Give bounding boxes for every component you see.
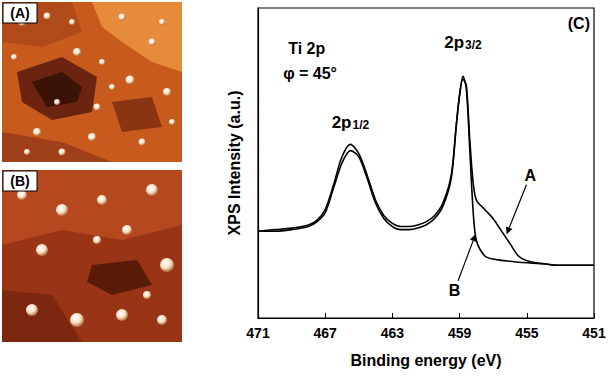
svg-text:Ti 2p: Ti 2p: [288, 40, 325, 57]
svg-text:XPS Intensity (a.u.): XPS Intensity (a.u.): [226, 91, 243, 236]
svg-text:1/2: 1/2: [352, 118, 369, 132]
svg-text:2p: 2p: [444, 33, 464, 52]
svg-text:2p: 2p: [332, 113, 352, 132]
svg-text:(B): (B): [10, 173, 29, 189]
svg-text:φ = 45°: φ = 45°: [283, 65, 337, 82]
svg-text:467: 467: [314, 325, 338, 341]
svg-text:A: A: [524, 167, 536, 184]
svg-text:459: 459: [448, 325, 472, 341]
svg-text:(A): (A): [10, 5, 29, 21]
svg-text:(C): (C): [568, 15, 590, 32]
svg-text:Binding energy (eV): Binding energy (eV): [350, 352, 501, 369]
svg-text:463: 463: [381, 325, 405, 341]
svg-text:455: 455: [515, 325, 539, 341]
svg-text:471: 471: [246, 325, 270, 341]
svg-text:B: B: [449, 282, 461, 299]
svg-text:451: 451: [582, 325, 606, 341]
svg-text:3/2: 3/2: [465, 38, 482, 52]
